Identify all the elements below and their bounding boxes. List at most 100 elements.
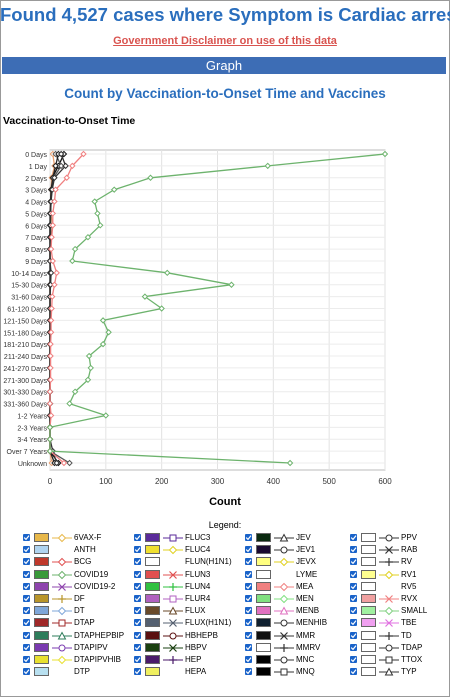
legend-item-mmr[interactable]: MMR [242,630,352,642]
legend-checkbox[interactable] [23,546,30,554]
legend-checkbox[interactable] [134,570,141,578]
legend-checkbox[interactable] [245,631,252,639]
legend-item-mnc[interactable]: MNC [242,654,352,666]
legend-checkbox[interactable] [350,619,357,627]
legend-checkbox[interactable] [350,594,357,602]
legend-checkbox[interactable] [245,582,252,590]
legend-item-df[interactable]: DF [20,593,130,605]
legend-checkbox[interactable] [245,570,252,578]
legend-item-jev1[interactable]: JEV1 [242,544,352,556]
legend-checkbox[interactable] [245,594,252,602]
legend-checkbox[interactable] [350,534,357,541]
legend-checkbox[interactable] [134,619,141,627]
legend-item-fluc4[interactable]: FLUC4 [131,544,241,556]
legend-item-dt[interactable]: DT [20,605,130,617]
legend-checkbox[interactable] [350,570,357,578]
legend-checkbox[interactable] [134,534,141,541]
legend-checkbox[interactable] [245,668,252,676]
legend-checkbox[interactable] [134,607,141,615]
legend-item-tbe[interactable]: TBE [347,617,450,629]
legend-checkbox[interactable] [134,558,141,566]
legend-item-hepa[interactable]: HEPA [131,666,241,678]
legend-item-td[interactable]: TD [347,630,450,642]
legend-item-jev[interactable]: JEV [242,532,352,544]
legend-checkbox[interactable] [245,546,252,554]
legend-checkbox[interactable] [23,643,30,651]
legend-item-flur4[interactable]: FLUR4 [131,593,241,605]
legend-item-tdap[interactable]: TDAP [347,642,450,654]
legend-checkbox[interactable] [23,594,30,602]
legend-item-fluc3[interactable]: FLUC3 [131,532,241,544]
legend-item-flun-h1n1-[interactable]: FLUN(H1N1) [131,556,241,568]
legend-item-anth[interactable]: ANTH [20,544,130,556]
legend-checkbox[interactable] [350,655,357,663]
legend-item-mnq[interactable]: MNQ [242,666,352,678]
legend-checkbox[interactable] [23,558,30,566]
legend-item-dtapipv[interactable]: DTAPIPV [20,642,130,654]
legend-checkbox[interactable] [134,643,141,651]
legend-checkbox[interactable] [23,534,30,541]
legend-item-jevx[interactable]: JEVX [242,556,352,568]
legend-item-covid19-2[interactable]: COVID19-2 [20,581,130,593]
legend-checkbox[interactable] [350,668,357,676]
legend-swatch [145,593,160,603]
legend-item-rv1[interactable]: RV1 [347,569,450,581]
legend-item-flux[interactable]: FLUX [131,605,241,617]
legend-checkbox[interactable] [350,631,357,639]
legend-checkbox[interactable] [23,631,30,639]
graph-section-bar[interactable]: Graph [2,57,446,74]
legend-item-mmrv[interactable]: MMRV [242,642,352,654]
legend-item-dtapipvhib[interactable]: DTAPIPVHIB [20,654,130,666]
legend-item-ppv[interactable]: PPV [347,532,450,544]
legend-checkbox[interactable] [245,558,252,566]
legend-item-dtap[interactable]: DTAP [20,617,130,629]
legend-item-rv[interactable]: RV [347,556,450,568]
legend-checkbox[interactable] [245,619,252,627]
legend-checkbox[interactable] [23,619,30,627]
legend-checkbox[interactable] [350,558,357,566]
legend-checkbox[interactable] [350,582,357,590]
legend-item-hbpv[interactable]: HBPV [131,642,241,654]
legend-item-rv5[interactable]: RV5 [347,581,450,593]
legend-checkbox[interactable] [134,582,141,590]
legend-item-dtp[interactable]: DTP [20,666,130,678]
legend-item-lyme[interactable]: LYME [242,569,352,581]
legend-item-men[interactable]: MEN [242,593,352,605]
legend-item-rvx[interactable]: RVX [347,593,450,605]
legend-checkbox[interactable] [350,643,357,651]
legend-checkbox[interactable] [134,631,141,639]
legend-item-flun3[interactable]: FLUN3 [131,569,241,581]
legend-item-rab[interactable]: RAB [347,544,450,556]
legend-checkbox[interactable] [134,594,141,602]
legend-checkbox[interactable] [134,546,141,554]
disclaimer-link[interactable]: Government Disclaimer on use of this dat… [113,35,337,47]
legend-checkbox[interactable] [350,607,357,615]
legend-checkbox[interactable] [245,655,252,663]
legend-item-flux-h1n1-[interactable]: FLUX(H1N1) [131,617,241,629]
legend-checkbox[interactable] [134,655,141,663]
legend-item-dtaphepbip[interactable]: DTAPHEPBIP [20,630,130,642]
legend-checkbox[interactable] [23,655,30,663]
legend-checkbox[interactable] [245,643,252,651]
legend-item-menb[interactable]: MENB [242,605,352,617]
legend-checkbox[interactable] [134,668,141,676]
legend-item-flun4[interactable]: FLUN4 [131,581,241,593]
legend-item-small[interactable]: SMALL [347,605,450,617]
legend-checkbox[interactable] [350,546,357,554]
legend-item-hbhepb[interactable]: HBHEPB [131,630,241,642]
legend-item-mea[interactable]: MEA [242,581,352,593]
legend-item-ttox[interactable]: TTOX [347,654,450,666]
legend-item-typ[interactable]: TYP [347,666,450,678]
data-point [80,150,87,158]
legend-checkbox[interactable] [23,570,30,578]
legend-checkbox[interactable] [23,607,30,615]
legend-checkbox[interactable] [23,668,30,676]
legend-item-6vax-f[interactable]: 6VAX-F [20,532,130,544]
legend-item-hep[interactable]: HEP [131,654,241,666]
legend-item-menhib[interactable]: MENHIB [242,617,352,629]
legend-item-covid19[interactable]: COVID19 [20,569,130,581]
legend-checkbox[interactable] [245,534,252,541]
legend-checkbox[interactable] [245,607,252,615]
legend-checkbox[interactable] [23,582,30,590]
legend-item-bcg[interactable]: BCG [20,556,130,568]
